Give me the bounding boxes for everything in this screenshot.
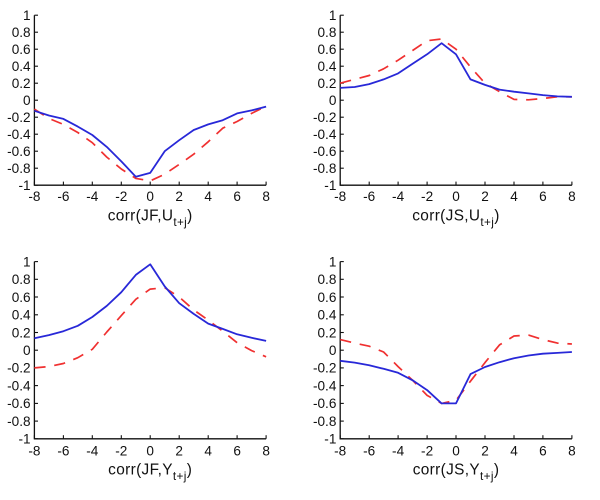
svg-text:0.2: 0.2: [317, 325, 336, 340]
svg-text:-8: -8: [334, 189, 346, 204]
svg-text:-1: -1: [19, 432, 31, 447]
svg-text:-0.8: -0.8: [313, 161, 336, 176]
svg-text:0.6: 0.6: [12, 290, 31, 305]
svg-text:8: 8: [568, 189, 576, 204]
svg-text:0.8: 0.8: [317, 25, 336, 40]
svg-text:-0.4: -0.4: [313, 127, 337, 142]
svg-text:-6: -6: [57, 444, 69, 459]
svg-text:0.4: 0.4: [12, 59, 31, 74]
svg-text:0.6: 0.6: [12, 42, 31, 57]
svg-text:-1: -1: [19, 178, 31, 193]
svg-text:6: 6: [539, 189, 547, 204]
svg-text:0.4: 0.4: [317, 308, 336, 323]
svg-text:-0.6: -0.6: [313, 144, 336, 159]
svg-text:0.4: 0.4: [12, 308, 31, 323]
svg-text:0: 0: [329, 93, 337, 108]
svg-text:-0.4: -0.4: [313, 378, 337, 393]
svg-text:-0.2: -0.2: [7, 361, 30, 376]
svg-text:8: 8: [262, 189, 270, 204]
svg-text:0: 0: [146, 189, 154, 204]
svg-text:-0.6: -0.6: [313, 396, 336, 411]
svg-text:-6: -6: [57, 189, 69, 204]
svg-text:0.4: 0.4: [317, 59, 336, 74]
svg-text:4: 4: [204, 444, 212, 459]
svg-text:-8: -8: [334, 444, 346, 459]
svg-text:1: 1: [23, 254, 31, 269]
svg-text:1: 1: [329, 254, 337, 269]
svg-text:0: 0: [329, 343, 337, 358]
svg-text:0: 0: [452, 444, 460, 459]
svg-text:0.2: 0.2: [12, 325, 31, 340]
svg-text:corr(JF,Ut+j): corr(JF,Ut+j): [108, 208, 193, 230]
svg-text:8: 8: [568, 444, 576, 459]
svg-text:0: 0: [146, 444, 154, 459]
svg-text:corr(JS,Yt+j): corr(JS,Yt+j): [413, 461, 500, 483]
svg-text:0.2: 0.2: [317, 76, 336, 91]
svg-text:0.6: 0.6: [317, 42, 336, 57]
svg-text:2: 2: [175, 189, 183, 204]
svg-text:-6: -6: [363, 189, 375, 204]
svg-text:-2: -2: [115, 189, 127, 204]
svg-text:corr(JF,Yt+j): corr(JF,Yt+j): [108, 461, 192, 483]
svg-text:corr(JS,Ut+j): corr(JS,Ut+j): [412, 208, 499, 230]
svg-text:0.6: 0.6: [317, 290, 336, 305]
svg-text:4: 4: [204, 189, 212, 204]
svg-text:-0.8: -0.8: [7, 414, 30, 429]
svg-text:-2: -2: [421, 444, 433, 459]
svg-text:-4: -4: [392, 444, 405, 459]
svg-text:-2: -2: [115, 444, 127, 459]
svg-text:4: 4: [510, 189, 518, 204]
svg-text:0: 0: [452, 189, 460, 204]
svg-text:0.8: 0.8: [317, 272, 336, 287]
svg-text:2: 2: [481, 189, 489, 204]
svg-text:-0.2: -0.2: [7, 110, 30, 125]
svg-text:-4: -4: [86, 444, 99, 459]
svg-text:1: 1: [329, 8, 337, 23]
svg-text:-4: -4: [392, 189, 405, 204]
svg-text:-0.2: -0.2: [313, 361, 336, 376]
svg-text:8: 8: [262, 444, 270, 459]
svg-text:-0.6: -0.6: [7, 144, 30, 159]
svg-text:-0.4: -0.4: [7, 127, 31, 142]
svg-text:-8: -8: [28, 444, 40, 459]
svg-text:-0.4: -0.4: [7, 378, 31, 393]
svg-text:0.8: 0.8: [12, 272, 31, 287]
svg-text:-6: -6: [363, 444, 375, 459]
svg-text:2: 2: [481, 444, 489, 459]
svg-text:6: 6: [233, 444, 241, 459]
svg-text:-2: -2: [421, 189, 433, 204]
svg-text:-0.8: -0.8: [7, 161, 30, 176]
svg-text:-1: -1: [324, 178, 336, 193]
svg-text:-0.8: -0.8: [313, 414, 336, 429]
svg-text:-4: -4: [86, 189, 99, 204]
svg-text:-8: -8: [28, 189, 40, 204]
svg-text:-0.2: -0.2: [313, 110, 336, 125]
svg-text:4: 4: [510, 444, 518, 459]
svg-text:2: 2: [175, 444, 183, 459]
svg-text:0.8: 0.8: [12, 25, 31, 40]
svg-text:6: 6: [233, 189, 241, 204]
svg-text:-0.6: -0.6: [7, 396, 30, 411]
svg-text:0: 0: [23, 343, 31, 358]
svg-text:6: 6: [539, 444, 547, 459]
svg-text:0: 0: [23, 93, 31, 108]
svg-text:-1: -1: [324, 432, 336, 447]
svg-text:0.2: 0.2: [12, 76, 31, 91]
svg-text:1: 1: [23, 8, 31, 23]
